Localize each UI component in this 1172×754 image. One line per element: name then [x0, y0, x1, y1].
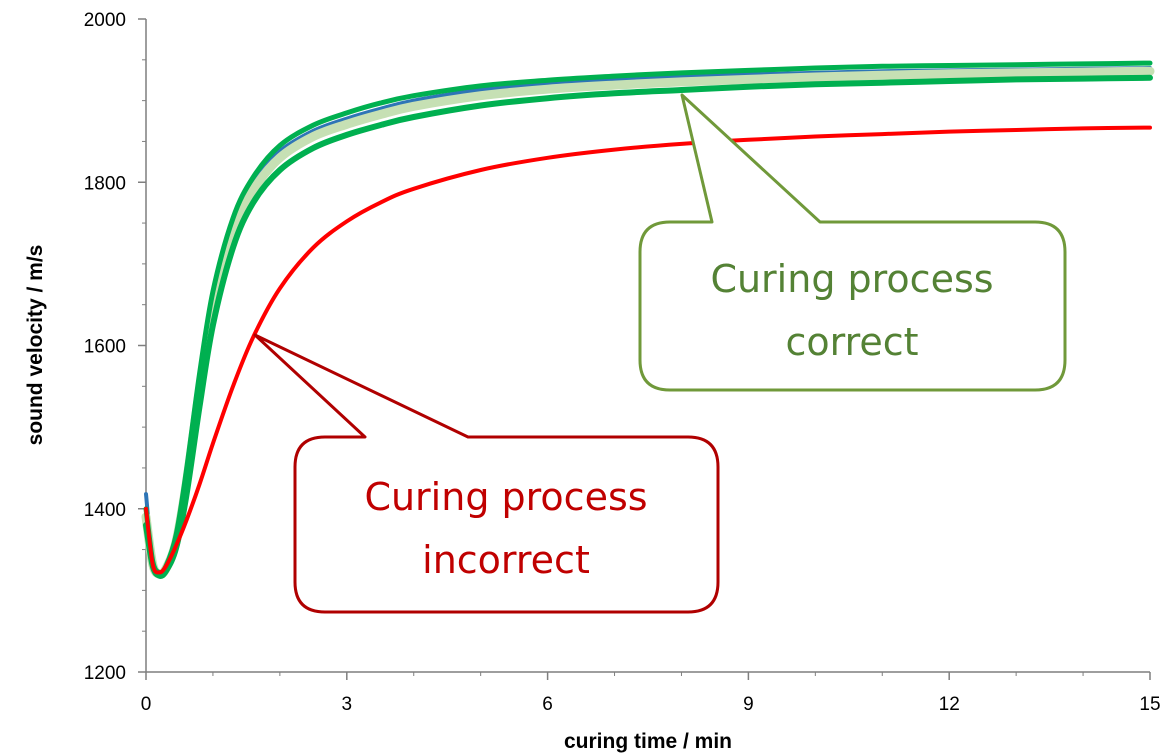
x-tick-label: 9: [743, 694, 754, 715]
callout-correct-line2: correct: [785, 320, 918, 364]
x-tick-label: 12: [939, 694, 960, 715]
y-tick-label: 1200: [84, 663, 126, 684]
callout-incorrect-line2: incorrect: [422, 538, 590, 582]
x-tick-label: 6: [542, 694, 553, 715]
y-tick-label: 1800: [84, 173, 126, 194]
x-tick-label: 3: [342, 694, 353, 715]
y-axis-title: sound velocity / m/s: [24, 245, 47, 446]
x-tick-label: 0: [141, 694, 152, 715]
callout-correct-line1: Curing process: [710, 257, 993, 301]
callout-incorrect-line1: Curing process: [364, 475, 647, 519]
y-tick-label: 2000: [84, 10, 126, 31]
callout-layer: Curing process correct Curing process in…: [255, 95, 1065, 612]
y-tick-label: 1600: [84, 337, 126, 358]
x-axis-title: curing time / min: [564, 730, 732, 753]
y-tick-label: 1400: [84, 500, 126, 521]
x-tick-label: 15: [1139, 694, 1160, 715]
